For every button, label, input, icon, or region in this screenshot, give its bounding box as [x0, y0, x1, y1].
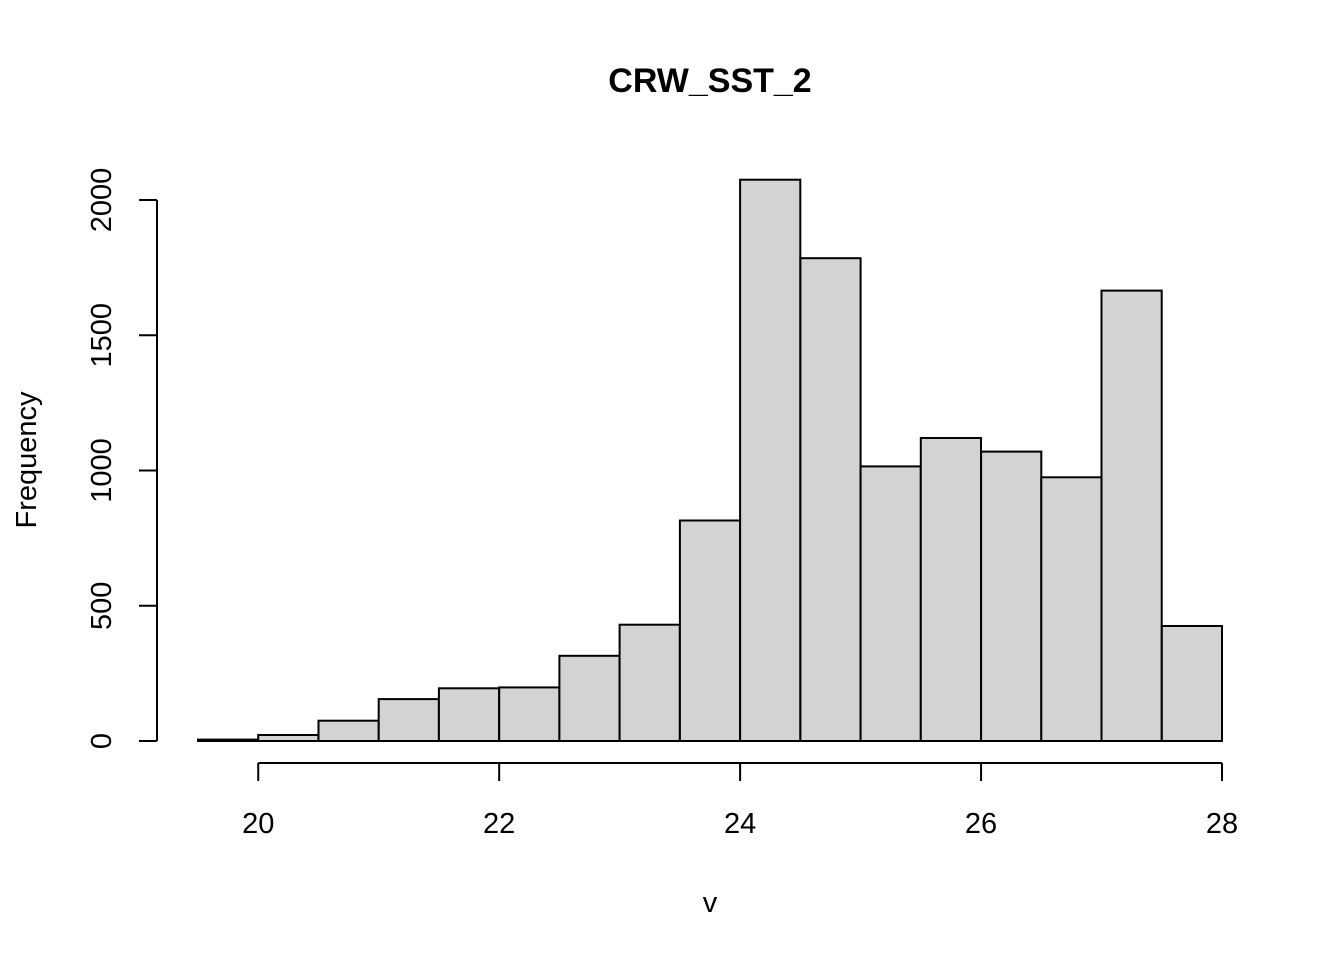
histogram-bar [1100, 289, 1163, 742]
histogram-bar [1160, 625, 1224, 742]
y-axis: 0 500 1000 1500 2000 [86, 168, 158, 749]
y-tick-label: 0 [86, 733, 118, 749]
histogram-bar [618, 623, 681, 743]
x-tick-label: 24 [724, 808, 756, 840]
chart-title: CRW_SST_2 [608, 62, 811, 100]
x-axis-label: v [703, 887, 718, 919]
histogram-bar [980, 450, 1043, 742]
histogram-bar [919, 437, 982, 742]
x-tick-label: 22 [483, 808, 515, 840]
histogram-bar [678, 519, 742, 742]
y-tick-label: 2000 [86, 168, 118, 233]
y-axis-label: Frequency [11, 391, 43, 529]
x-axis: 20 22 24 26 28 [242, 762, 1238, 840]
y-tick-label: 500 [86, 582, 118, 630]
y-tick-label: 1000 [86, 438, 118, 503]
x-tick-label: 26 [965, 808, 997, 840]
histogram-bar [197, 738, 260, 742]
histogram-bar [859, 465, 922, 742]
histogram-bar [799, 257, 862, 742]
histogram-bar [1040, 476, 1103, 742]
histogram-bar [317, 719, 380, 743]
histogram-bar [377, 698, 440, 742]
bars-group [197, 178, 1224, 743]
x-tick-label: 20 [242, 808, 274, 840]
histogram-bar [498, 686, 561, 743]
y-tick-label: 1500 [86, 303, 118, 368]
histogram-bar [437, 687, 501, 742]
histogram-bar [257, 734, 320, 742]
histogram-bar [739, 178, 802, 742]
histogram-bar [558, 654, 621, 742]
x-tick-label: 28 [1206, 808, 1238, 840]
